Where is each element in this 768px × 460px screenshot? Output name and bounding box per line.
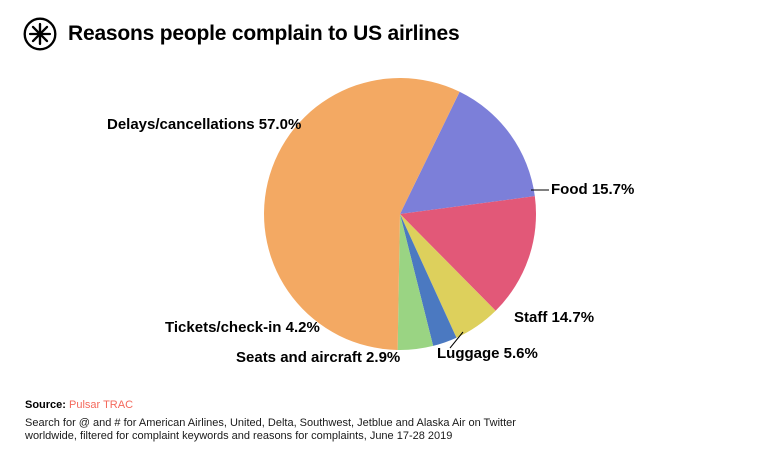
page-title: Reasons people complain to US airlines bbox=[68, 22, 460, 45]
source-name: Pulsar TRAC bbox=[69, 399, 134, 411]
footer: Source: Pulsar TRAC Search for @ and # f… bbox=[25, 399, 516, 444]
luggage-leader-line bbox=[449, 331, 464, 349]
pie-slice-luggage bbox=[400, 214, 496, 338]
source-row: Source: Pulsar TRAC bbox=[25, 399, 516, 413]
pie-label-staff: Staff 14.7% bbox=[514, 309, 595, 326]
header: Reasons people complain to US airlines bbox=[22, 16, 460, 52]
pie-label-luggage: Luggage 5.6% bbox=[437, 345, 538, 362]
pie-label-tickets-check-in: Tickets/check-in 4.2% bbox=[165, 319, 320, 336]
pie-slice-delays-cancellations bbox=[264, 78, 460, 350]
pie-slice-food bbox=[400, 91, 535, 214]
circled-asterisk-logo-icon bbox=[23, 17, 57, 51]
pie-slice-staff bbox=[400, 196, 537, 311]
source-description-line-2: worldwide, filtered for complaint keywor… bbox=[25, 430, 453, 442]
pie-label-delays-cancellations: Delays/cancellations 57.0% bbox=[107, 116, 302, 133]
pie-label-seats-and-aircraft: Seats and aircraft 2.9% bbox=[236, 349, 401, 366]
source-label: Source: bbox=[25, 399, 66, 411]
pie-slice-tickets-check-in bbox=[397, 214, 434, 351]
pie-slice-seats-and-aircraft bbox=[400, 214, 457, 346]
pie-label-food: Food 15.7% bbox=[551, 181, 635, 198]
source-description-line-1: Search for @ and # for American Airlines… bbox=[25, 416, 516, 429]
